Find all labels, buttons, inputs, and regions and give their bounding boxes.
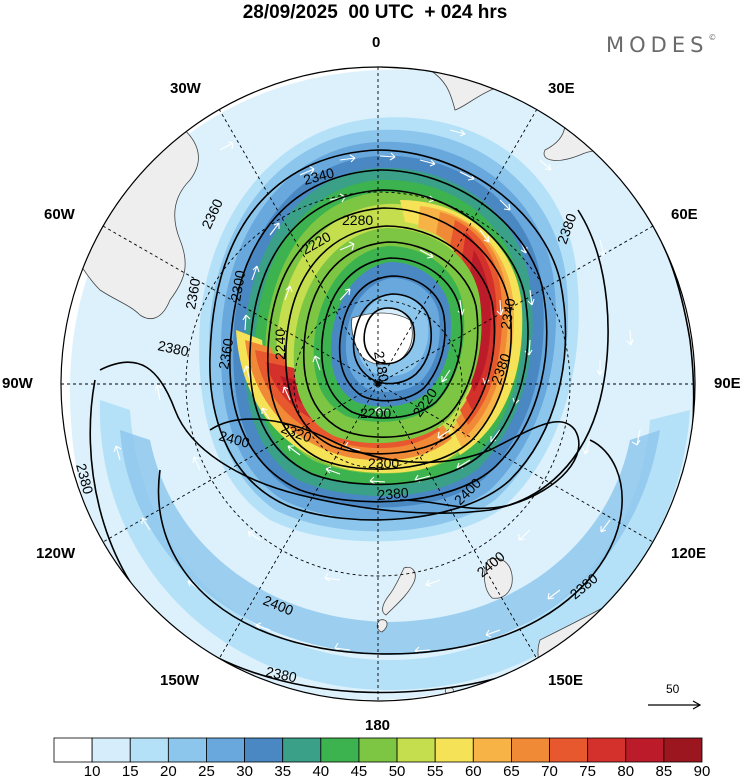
north-pole-marker: [375, 381, 381, 387]
contour-2360: [209, 149, 567, 521]
lon-label-150w: 150W: [160, 672, 200, 689]
lon-label-60e: 60E: [671, 206, 698, 223]
contour-label-2340-a: 2340: [302, 164, 336, 188]
contour-2260: [302, 241, 479, 438]
colorbar-swatch: [472, 737, 512, 763]
contour-2340: [229, 169, 548, 503]
lon-label-90e: 90E: [714, 375, 741, 392]
brand-name: MODES: [606, 33, 709, 57]
contour-2320: [249, 189, 529, 486]
colorbar-tick-label: 70: [541, 763, 558, 780]
contour-label-2400-a: 2400: [217, 427, 251, 451]
map-title: 28/09/2025 00 UTC + 024 hrs: [242, 2, 508, 23]
colorbar-swatches: [53, 737, 703, 763]
colorbar-tick-label: 30: [236, 763, 253, 780]
colorbar-tick-label: 40: [312, 763, 330, 780]
colorbar-swatch: [396, 737, 436, 763]
contour-2400-b: [157, 439, 623, 655]
contour-label-2360-c: 2360: [215, 337, 236, 371]
contour-label-2300-a: 2300: [227, 269, 248, 303]
contour-label-2200: 2200: [360, 405, 391, 421]
colorbar-swatch: [53, 737, 93, 763]
colorbar-tick-label: 15: [121, 763, 139, 780]
colorbar-tick-label: 85: [655, 763, 673, 780]
colorbar-swatch: [625, 737, 665, 763]
colorbar-tick-label: 50: [388, 763, 406, 780]
colorbar-tick-label: 65: [503, 763, 520, 780]
colorbar-tick-label: 25: [198, 763, 215, 780]
colorbar-tick-label: 90: [693, 763, 711, 780]
lon-label-180: 180: [365, 717, 391, 734]
colorbar-swatch: [167, 737, 207, 763]
contour-2200: [352, 293, 432, 385]
colorbar-swatch: [358, 737, 398, 763]
lon-label-30e: 30E: [548, 80, 575, 97]
colorbar-swatch: [282, 737, 322, 763]
colorbar-swatch: [206, 737, 245, 763]
contour-label-2380-c: 2380: [156, 337, 190, 359]
lon-label-30w: 30W: [170, 80, 201, 97]
contour-label-2360-b: 2360: [182, 277, 203, 311]
contour-2280: [284, 225, 496, 455]
contour-2220: [338, 275, 446, 402]
colorbar-tick-label: 20: [160, 763, 177, 780]
contour-2400-a: [209, 418, 580, 510]
contour-label-2280: 2280: [342, 212, 373, 228]
contour-label-2380-d: 2380: [377, 484, 410, 503]
contour-label-2300-b: 2300: [368, 455, 399, 471]
contour-2180: [363, 307, 416, 365]
colorbar-swatch: [320, 737, 360, 763]
map-boundary: [60, 66, 696, 702]
lon-label-90w: 90W: [2, 375, 33, 392]
colorbar-swatch: [549, 737, 589, 763]
lon-label-60w: 60W: [44, 206, 75, 223]
reference-vector-value: 50: [666, 682, 680, 696]
contour-2380-inner: [99, 209, 609, 514]
contour-labels: 2180 2200 2220 2220 2240 2280 2300 2300 …: [73, 164, 601, 685]
lon-label-120e: 120E: [671, 545, 707, 562]
colorbar-swatch: [511, 737, 550, 763]
copyright-mark: ©: [708, 33, 717, 42]
colorbar-swatch: [244, 737, 284, 763]
colorbar-tick-label: 10: [83, 763, 101, 780]
colorbar-tick-label: 75: [579, 763, 596, 780]
lon-label-0: 0: [372, 34, 381, 51]
colorbar-swatch: [587, 737, 627, 763]
contour-label-2180: 2180: [371, 350, 392, 384]
lon-label-150e: 150E: [548, 672, 584, 689]
colorbar-tick-label: 55: [426, 763, 444, 780]
colorbar-tick-label: 80: [617, 763, 635, 780]
contour-2240: [320, 257, 463, 419]
graticule: [61, 67, 695, 701]
height-contours: [89, 149, 695, 694]
contour-label-2240: 2240: [272, 329, 288, 360]
contour-label-2380-e: 2380: [73, 462, 97, 496]
colorbar-tick-label: 35: [274, 763, 292, 780]
colorbar-tick-label: 60: [464, 763, 482, 780]
colorbar-swatch: [663, 737, 703, 763]
colorbar-tick-label: 45: [350, 763, 368, 780]
lon-label-120w: 120W: [36, 545, 76, 562]
colorbar-swatch: [91, 737, 131, 763]
colorbar-swatch: [434, 737, 474, 763]
colorbar-swatch: [129, 737, 169, 763]
modes-logo: MODES©: [606, 33, 716, 57]
contour-label-2340-b: 2340: [497, 297, 518, 331]
contour-label-2380-g: 2380: [264, 663, 298, 685]
reference-vector-arrow: [648, 700, 702, 710]
contour-2300: [267, 207, 512, 470]
